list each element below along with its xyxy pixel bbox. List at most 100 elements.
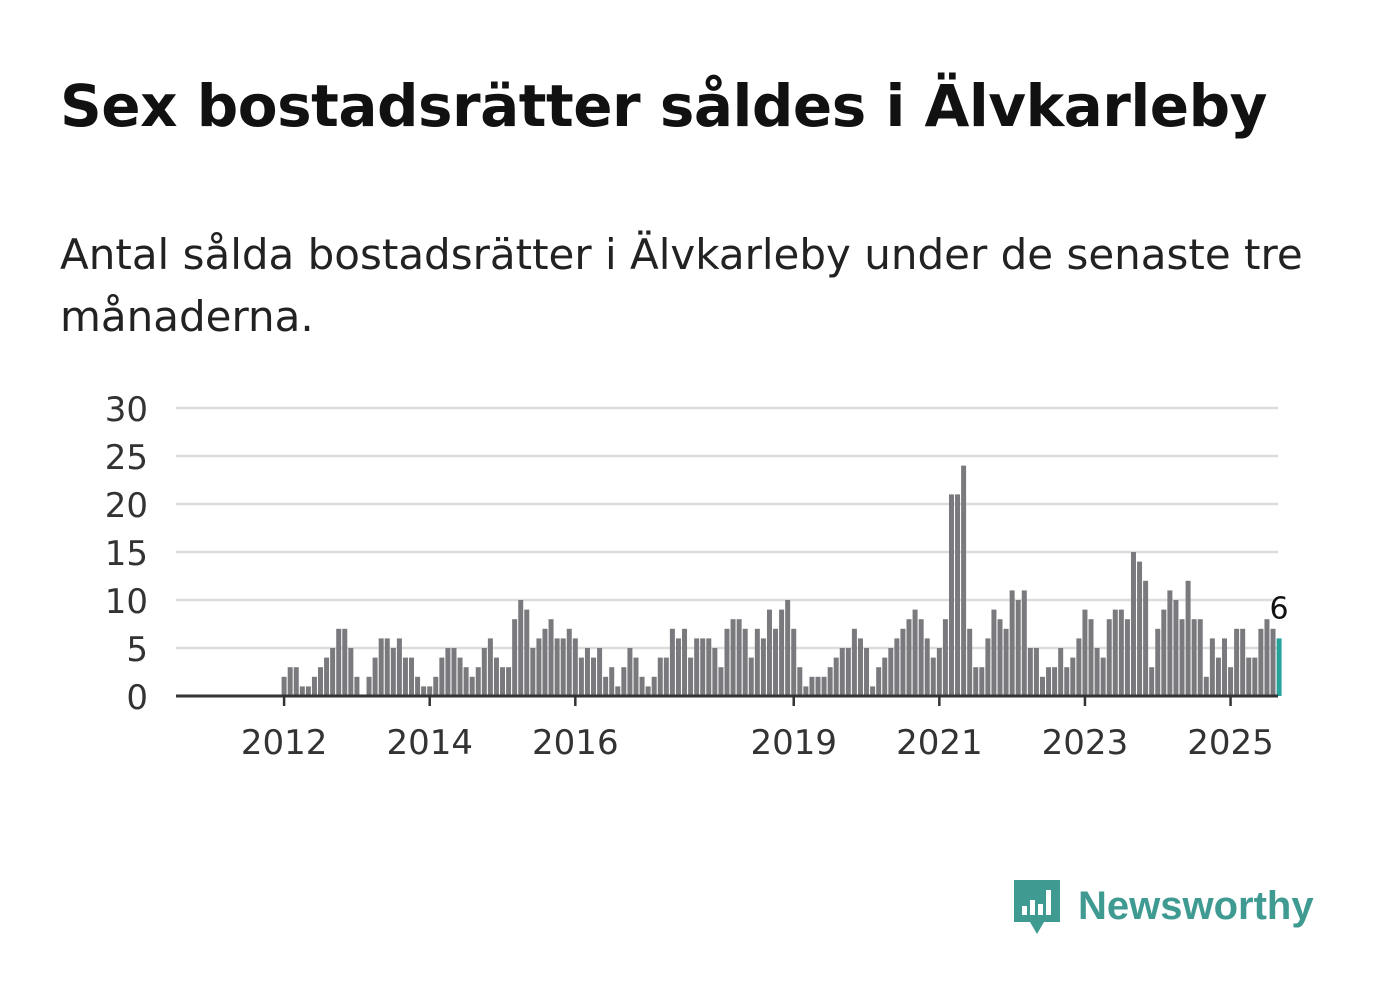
bar [281, 676, 287, 696]
bar [1009, 590, 1015, 696]
bar [584, 648, 590, 696]
bar [942, 619, 948, 696]
x-tick-label: 2016 [532, 723, 619, 763]
bar [991, 609, 997, 696]
x-tick-label: 2014 [386, 723, 473, 763]
bar [730, 619, 736, 696]
bar [469, 676, 475, 696]
bar [1130, 552, 1136, 696]
bar [512, 619, 518, 696]
bar [682, 628, 688, 696]
bar [785, 600, 791, 696]
bar [967, 628, 973, 696]
x-tick-label: 2019 [750, 723, 837, 763]
bar [536, 638, 542, 696]
bar [754, 628, 760, 696]
chart-title: Sex bostadsrätter såldes i Älvkarleby [60, 72, 1267, 140]
x-tick-label: 2021 [896, 723, 983, 763]
y-tick-label: 15 [105, 534, 148, 574]
bar [773, 628, 779, 696]
bar [372, 657, 378, 696]
bar [669, 628, 675, 696]
bar [1088, 619, 1094, 696]
bar [1155, 628, 1161, 696]
bar [766, 609, 772, 696]
bar [888, 648, 894, 696]
bar [318, 667, 323, 696]
y-tick-label: 25 [105, 438, 148, 478]
bar [1124, 619, 1130, 696]
bar [524, 609, 530, 696]
bar [1185, 580, 1191, 696]
y-tick-label: 0 [126, 678, 148, 718]
bar [433, 676, 439, 696]
newsworthy-logo-icon [1014, 880, 1060, 934]
bar [1143, 580, 1149, 696]
bar [560, 638, 566, 696]
bar [906, 619, 912, 696]
bar [900, 628, 906, 696]
bar [833, 657, 839, 696]
bar [779, 609, 785, 696]
bar [748, 657, 754, 696]
bar [1021, 590, 1027, 696]
bar [481, 648, 487, 696]
bar [797, 667, 803, 696]
bar [651, 676, 657, 696]
bar [487, 638, 493, 696]
bar [421, 686, 427, 696]
bar [572, 638, 578, 696]
bar [603, 676, 609, 696]
bar [712, 648, 718, 696]
bar [342, 628, 348, 696]
bar [597, 648, 603, 696]
bar [1240, 628, 1246, 696]
bar [924, 638, 930, 696]
y-tick-label: 30 [105, 390, 148, 430]
bar [402, 657, 408, 696]
bar [1221, 638, 1227, 696]
bar [475, 667, 481, 696]
bar [894, 638, 900, 696]
bar [973, 667, 979, 696]
bar [961, 465, 967, 696]
bar [1070, 657, 1076, 696]
bar [1173, 600, 1179, 696]
last-value-label: 6 [1270, 591, 1289, 626]
bar [955, 494, 961, 696]
bar [1052, 667, 1058, 696]
bar [305, 686, 311, 696]
bar [1215, 657, 1221, 696]
bar [415, 676, 421, 696]
bar [1161, 609, 1167, 696]
bar [1094, 648, 1100, 696]
bar [1003, 628, 1009, 696]
bar [1149, 667, 1155, 696]
brand: Newsworthy [1010, 876, 1314, 936]
bar [627, 648, 633, 696]
bar [500, 667, 506, 696]
bar [1033, 648, 1039, 696]
bar [439, 657, 445, 696]
bar [936, 648, 942, 696]
brand-name: Newsworthy [1078, 883, 1314, 928]
bar [299, 686, 305, 696]
bar [457, 657, 463, 696]
bar [1179, 619, 1185, 696]
bar-highlight [1276, 638, 1282, 696]
bar [354, 676, 360, 696]
bar [1112, 609, 1118, 696]
bar [1106, 619, 1112, 696]
chart-subtitle: Antal sålda bostadsrätter i Älvkarleby u… [60, 230, 1303, 341]
bar [736, 619, 742, 696]
bar [1076, 638, 1082, 696]
x-tick-label: 2012 [241, 723, 328, 763]
bar [1039, 676, 1045, 696]
bar [451, 648, 457, 696]
bar [445, 648, 451, 696]
bar [506, 667, 512, 696]
bar [1203, 676, 1209, 696]
bar [724, 628, 730, 696]
bar [870, 686, 876, 696]
bar [336, 628, 342, 696]
